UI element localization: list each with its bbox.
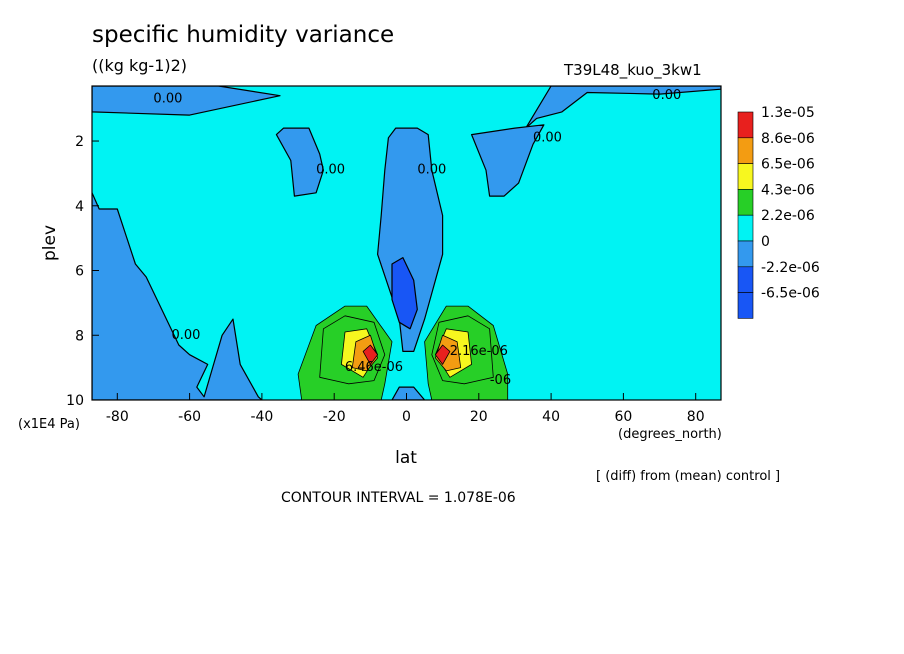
legend-swatch-6 <box>737 266 754 293</box>
legend-label-1: 8.6e-06 <box>761 131 815 147</box>
y-tick-label-3: 8 <box>75 328 84 344</box>
contour-label-6: 2.16e-06 <box>450 344 508 359</box>
x-tick-label-6: 40 <box>542 409 560 425</box>
x-tick-label-4: 0 <box>402 409 411 425</box>
x-axis-units: (degrees_north) <box>618 427 722 442</box>
x-tick-label-8: 80 <box>687 409 705 425</box>
legend-label-5: 0 <box>761 234 770 250</box>
contour-region-6 <box>391 257 418 330</box>
contour-label-4: 0.00 <box>417 163 446 178</box>
legend-swatch-3 <box>737 189 754 216</box>
contour-labels: 0.00 0.00 0.00 0.00 0.00 0.00 2.16e-06 6.46e-06… <box>153 88 681 388</box>
x-axis-label: lat <box>395 448 417 468</box>
x-tick-label-0: -80 <box>106 409 129 425</box>
x-tick-label-3: -20 <box>323 409 346 425</box>
contour-region-2 <box>92 192 263 400</box>
x-tick-label-7: 60 <box>614 409 632 425</box>
run-name: T39L48_kuo_3kw1 <box>564 61 702 79</box>
legend-label-4: 2.2e-06 <box>761 208 815 224</box>
contour-label-2: 0.00 <box>533 130 562 145</box>
legend-swatch-2 <box>737 163 754 190</box>
contour-label-7: 6.46e-06 <box>345 360 403 375</box>
x-tick-label-2: -40 <box>250 409 273 425</box>
contour-label-8: -06 <box>490 373 511 388</box>
contour-label-0: 0.00 <box>153 91 182 106</box>
contour-region-3 <box>275 127 324 197</box>
y-axis-units: (x1E4 Pa) <box>18 417 80 432</box>
diff-subtitle: [ (diff) from (mean) control ] <box>596 469 781 484</box>
contour-label-3: 0.00 <box>316 163 345 178</box>
chart-title: specific humidity variance <box>92 22 395 48</box>
legend-swatch-5 <box>737 240 754 268</box>
legend-label-6: -2.2e-06 <box>761 260 820 276</box>
legend-swatch-7 <box>737 292 754 319</box>
x-axis: -80 -60 -40 -20 0 20 40 60 80 <box>106 393 705 425</box>
contour-region-16 <box>434 344 451 365</box>
contour-regions <box>92 86 721 400</box>
contour-region-17 <box>391 386 426 400</box>
chart-units: ((kg kg-1)2) <box>92 56 188 75</box>
legend-label-2: 6.5e-06 <box>761 157 815 173</box>
y-tick-label-4: 10 <box>66 393 84 409</box>
legend-swatch-1 <box>737 137 754 164</box>
contour-region-15 <box>362 344 379 365</box>
contour-label-1: 0.00 <box>652 88 681 103</box>
y-axis: 2 4 6 8 10 <box>66 134 99 409</box>
color-legend: 1.3e-05 8.6e-06 6.5e-06 4.3e-06 2.2e-06 0 -2.2… <box>737 105 820 319</box>
y-tick-label-0: 2 <box>75 134 84 150</box>
y-axis-label: plev <box>40 225 60 261</box>
x-tick-label-5: 20 <box>470 409 488 425</box>
y-tick-label-1: 4 <box>75 199 84 215</box>
contour-region-4 <box>471 124 545 197</box>
legend-swatch-0 <box>737 111 754 139</box>
legend-label-7: -6.5e-06 <box>761 286 820 302</box>
legend-swatch-4 <box>737 214 754 242</box>
x-tick-label-1: -60 <box>178 409 201 425</box>
plot-area: 0.00 0.00 0.00 0.00 0.00 0.00 2.16e-06 6.46e-06… <box>91 85 722 401</box>
contour-region-1 <box>525 86 721 129</box>
contour-region-0 <box>92 86 281 116</box>
contour-label-5: 0.00 <box>172 328 201 343</box>
legend-label-3: 4.3e-06 <box>761 182 815 198</box>
contour-interval-note: CONTOUR INTERVAL = 1.078E-06 <box>281 490 516 506</box>
y-tick-label-2: 6 <box>75 264 84 280</box>
legend-label-0: 1.3e-05 <box>761 105 815 121</box>
